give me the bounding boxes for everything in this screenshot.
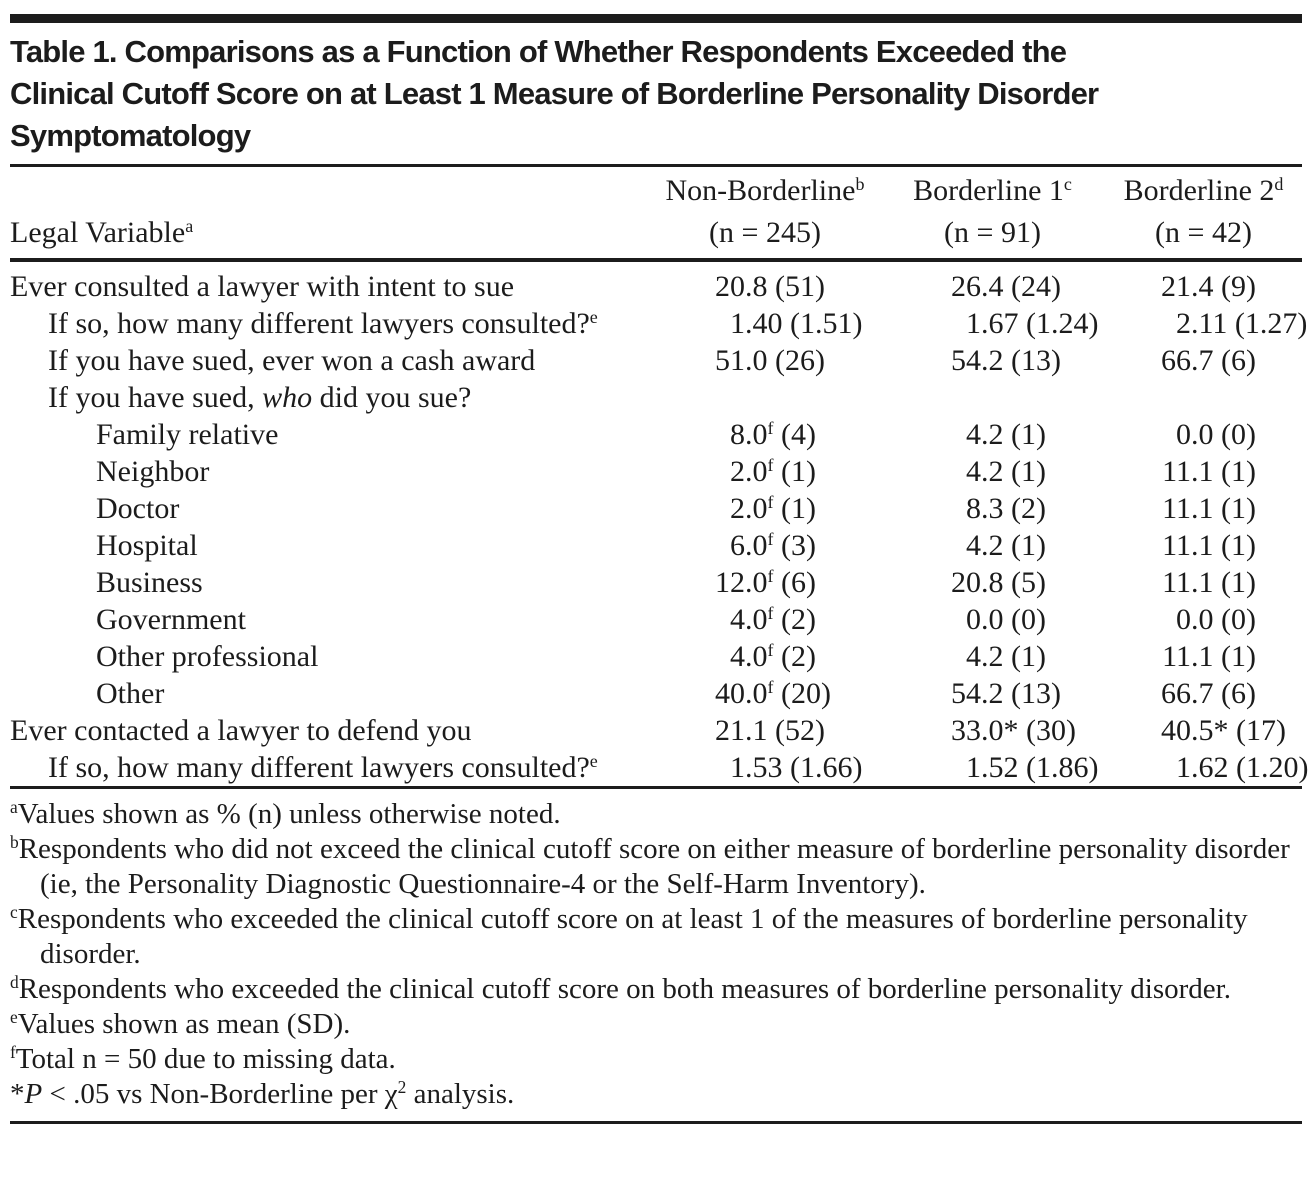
table-row: Ever consulted a lawyer with intent to s…	[10, 260, 1302, 305]
row-label: Government	[96, 603, 246, 636]
table-title: Table 1. Comparisons as a Function of Wh…	[10, 34, 1099, 153]
row-label: Business	[96, 566, 203, 599]
table-row: If so, how many different lawyers consul…	[10, 749, 1309, 786]
value-cell: 8.0f (4)	[730, 418, 816, 451]
value-cell: 26.4 (24)	[951, 270, 1061, 303]
value-cell: 11.1 (1)	[1162, 529, 1256, 562]
value-cell: 12.0f (6)	[715, 566, 816, 599]
value-cell: 54.2 (13)	[951, 677, 1061, 710]
comparison-table: Legal Variablea Non-Borderlineb Borderli…	[10, 167, 1309, 786]
value-cell: 0.0 (0)	[1176, 418, 1256, 451]
row-label: Neighbor	[96, 455, 210, 488]
footnote: aValues shown as % (n) unless otherwise …	[10, 797, 561, 830]
value-cell	[650, 379, 880, 416]
value-cell: 66.7 (6)	[1161, 677, 1256, 710]
value-cell: 20.8 (5)	[951, 566, 1046, 599]
column-n-borderline-1: (n = 91)	[880, 209, 1105, 262]
value-cell: 1.40 (1.51)	[730, 307, 863, 340]
value-cell: 8.3 (2)	[966, 492, 1046, 525]
row-label: Ever contacted a lawyer to defend you	[10, 714, 472, 747]
table-row: If you have sued, who did you sue?	[10, 379, 1302, 416]
value-cell: 11.1 (1)	[1162, 640, 1256, 673]
value-cell: 1.62 (1.20)	[1176, 751, 1309, 784]
bottom-rule	[10, 1121, 1302, 1124]
column-header-non-borderline: Non-Borderlineb	[665, 174, 865, 207]
value-cell: 33.0* (30)	[951, 714, 1076, 747]
value-cell: 4.2 (1)	[966, 455, 1046, 488]
value-cell: 4.2 (1)	[966, 529, 1046, 562]
footnote: eValues shown as mean (SD).	[10, 1007, 351, 1040]
row-label: Other	[96, 677, 165, 710]
value-cell: 40.5* (17)	[1161, 714, 1286, 747]
value-cell: 20.8 (51)	[715, 270, 825, 303]
value-cell: 51.0 (26)	[715, 344, 825, 377]
value-cell: 11.1 (1)	[1162, 492, 1256, 525]
value-cell: 54.2 (13)	[951, 344, 1061, 377]
row-label: If so, how many different lawyers consul…	[48, 751, 598, 784]
footnote: cRespondents who exceeded the clinical c…	[10, 902, 1248, 970]
row-label: Ever consulted a lawyer with intent to s…	[10, 270, 515, 303]
footnote: bRespondents who did not exceed the clin…	[10, 832, 1290, 900]
table-head: Legal Variablea Non-Borderlineb Borderli…	[10, 167, 1302, 262]
row-label: Hospital	[96, 529, 198, 562]
table-row: Ever contacted a lawyer to defend you 21.…	[10, 712, 1302, 749]
value-cell	[880, 379, 1105, 416]
table-row: Business 12.0f (6) 20.8 (5) 11.1 (1)	[10, 564, 1302, 601]
row-label: If so, how many different lawyers consul…	[48, 307, 598, 340]
value-cell: 2.0f (1)	[730, 492, 816, 525]
row-label: Other professional	[96, 640, 319, 673]
value-cell: 2.0f (1)	[730, 455, 816, 488]
table-row: If so, how many different lawyers consul…	[10, 305, 1308, 342]
table-row: If you have sued, ever won a cash award 5…	[10, 342, 1302, 379]
value-cell: 11.1 (1)	[1162, 455, 1256, 488]
header-row-n: (n = 245) (n = 91) (n = 42)	[10, 209, 1302, 262]
table-row: Doctor 2.0f (1) 8.3 (2) 11.1 (1)	[10, 490, 1302, 527]
value-cell: 21.1 (52)	[715, 714, 825, 747]
column-n-non-borderline: (n = 245)	[650, 209, 880, 262]
footnote: dRespondents who exceeded the clinical c…	[10, 972, 1231, 1005]
row-label: If you have sued, ever won a cash award	[48, 344, 536, 377]
title-rule	[10, 164, 1302, 167]
value-cell	[1105, 379, 1302, 416]
column-n-borderline-2: (n = 42)	[1105, 209, 1302, 262]
footnotes: aValues shown as % (n) unless otherwise …	[10, 797, 1302, 1112]
column-header-borderline-2: Borderline 2d	[1123, 174, 1284, 207]
footnote: fTotal n = 50 due to missing data.	[10, 1042, 396, 1075]
value-cell: 4.2 (1)	[966, 418, 1046, 451]
stub-header: Legal Variablea	[10, 167, 650, 262]
table-row: Other professional 4.0f (2) 4.2 (1) 11.1 (1…	[10, 638, 1302, 675]
value-cell: 0.0 (0)	[966, 603, 1046, 636]
column-header-borderline-1: Borderline 1c	[913, 174, 1072, 207]
value-cell: 1.52 (1.86)	[966, 751, 1099, 784]
table-body: Ever consulted a lawyer with intent to s…	[10, 260, 1309, 786]
value-cell: 4.0f (2)	[730, 603, 816, 636]
header-row-groups: Legal Variablea Non-Borderlineb Borderli…	[10, 167, 1302, 262]
value-cell: 4.2 (1)	[966, 640, 1046, 673]
body-rule	[10, 786, 1302, 789]
value-cell: 11.1 (1)	[1162, 566, 1256, 599]
value-cell: 1.53 (1.66)	[730, 751, 863, 784]
row-label: If you have sued, who did you sue?	[48, 381, 472, 414]
table-row: Family relative 8.0f (4) 4.2 (1) 0.0 (0)	[10, 416, 1302, 453]
value-cell: 2.11 (1.27)	[1176, 307, 1308, 340]
value-cell: 4.0f (2)	[730, 640, 816, 673]
value-cell: 6.0f (3)	[730, 529, 816, 562]
row-label: Family relative	[96, 418, 279, 451]
value-cell: 0.0 (0)	[1176, 603, 1256, 636]
value-cell: 1.67 (1.24)	[966, 307, 1099, 340]
row-label: Doctor	[96, 492, 180, 525]
table-row: Neighbor 2.0f (1) 4.2 (1) 11.1 (1)	[10, 453, 1302, 490]
table-row: Government 4.0f (2) 0.0 (0) 0.0 (0)	[10, 601, 1302, 638]
value-cell: 21.4 (9)	[1161, 270, 1256, 303]
value-cell: 40.0f (20)	[715, 677, 831, 710]
footnote: *P < .05 vs Non-Borderline per χ2 analys…	[10, 1077, 515, 1110]
table-row: Hospital 6.0f (3) 4.2 (1) 11.1 (1)	[10, 527, 1302, 564]
table-row: Other 40.0f (20) 54.2 (13) 66.7 (6)	[10, 675, 1302, 712]
value-cell: 66.7 (6)	[1161, 344, 1256, 377]
top-rule-bar	[10, 14, 1302, 23]
